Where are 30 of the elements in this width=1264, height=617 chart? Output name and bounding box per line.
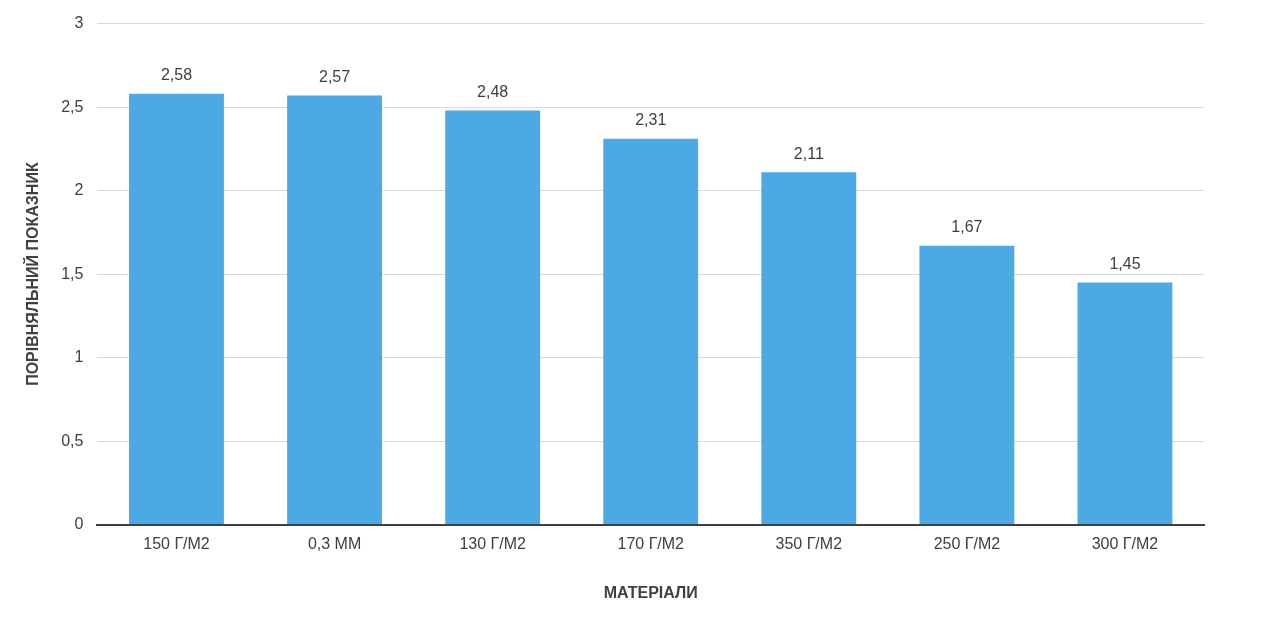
x-tick-label: 170 Г/М2 [617,534,685,552]
x-tick-label: 130 Г/М2 [459,534,526,552]
x-tick-label: 250 Г/М2 [933,534,1001,552]
y-tick-label: 0,5 [61,431,84,449]
x-axis-title: МАТЕРІАЛИ [603,583,698,601]
y-axis-title: ПОРІВНЯЛЬНИЙ ПОКАЗНИК [23,162,42,386]
data-label: 2,58 [160,66,193,84]
x-tick-label: 350 Г/М2 [775,534,843,552]
bar [287,95,382,525]
x-tick-label: 0,3 ММ [307,534,362,552]
data-label: 2,57 [318,67,351,85]
data-label: 2,48 [477,82,509,100]
bar [129,93,224,525]
bar [445,110,541,525]
y-tick-label: 0 [74,515,84,533]
y-tick-label: 2 [74,181,84,199]
y-tick-label: 3 [74,14,84,32]
data-label: 2,11 [793,144,824,162]
y-tick-label: 1 [74,348,84,366]
bar [919,245,1015,525]
bar [761,172,857,525]
data-label: 2,31 [635,111,667,129]
y-tick-label: 1,5 [61,264,84,282]
x-tick-label: 150 Г/М2 [143,534,210,552]
bar [603,138,699,525]
data-label: 1,67 [951,218,983,236]
x-tick-label: 300 Г/М2 [1091,534,1159,552]
data-label: 1,45 [1109,254,1141,272]
y-tick-label: 2,5 [61,97,84,115]
bar [1077,282,1173,525]
